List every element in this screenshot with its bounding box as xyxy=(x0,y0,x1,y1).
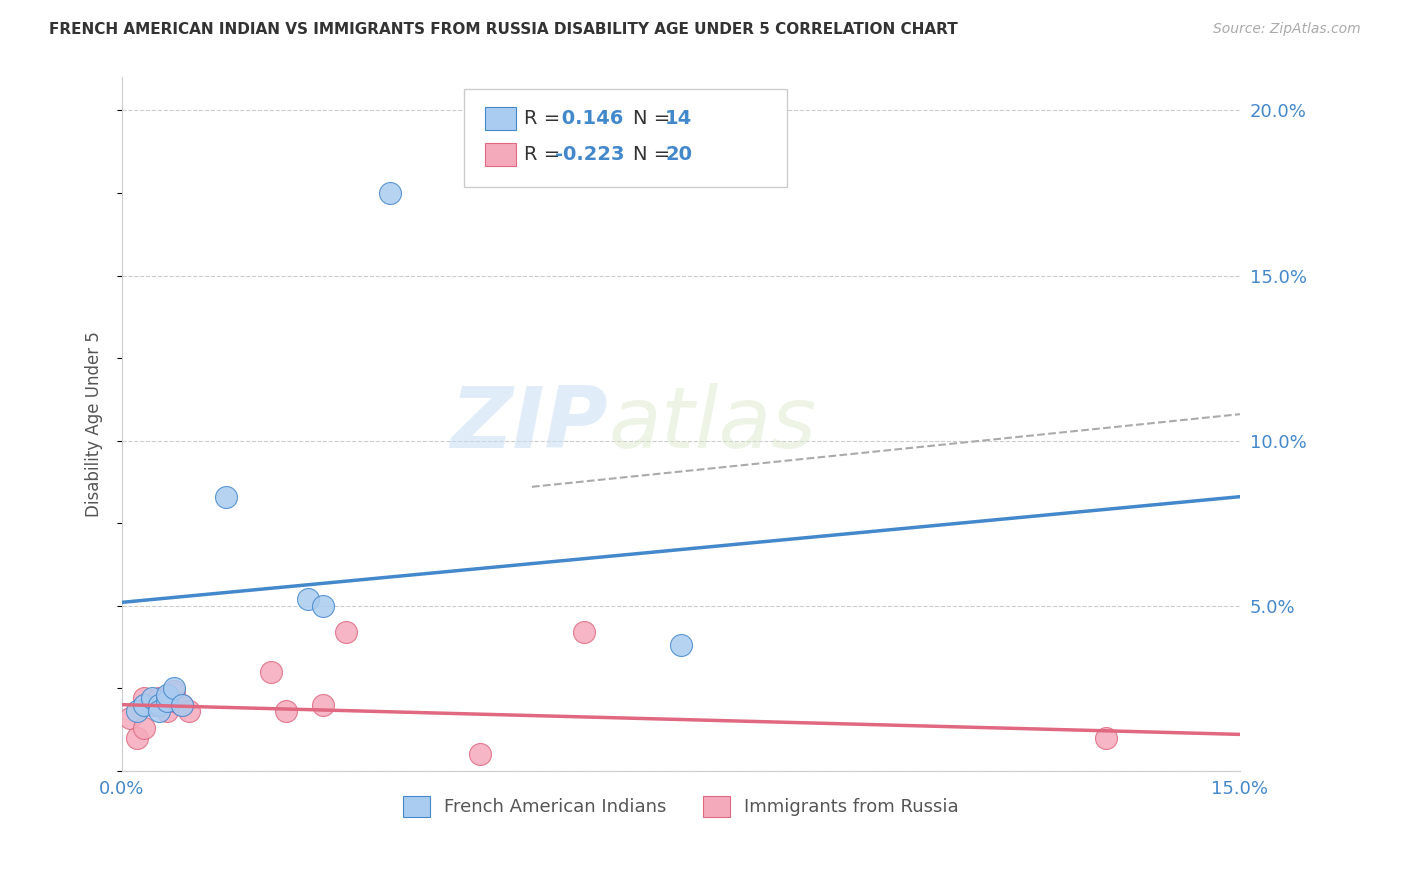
Point xyxy=(134,721,156,735)
Point xyxy=(312,698,335,712)
Text: Source: ZipAtlas.com: Source: ZipAtlas.com xyxy=(1213,22,1361,37)
Text: N =: N = xyxy=(633,109,676,128)
Point xyxy=(163,694,186,708)
Point xyxy=(156,688,179,702)
Text: 14: 14 xyxy=(665,109,692,128)
Point xyxy=(274,704,297,718)
Point xyxy=(170,698,193,712)
Point xyxy=(134,698,156,712)
Point xyxy=(468,747,491,762)
Point xyxy=(1094,731,1116,745)
Text: R =: R = xyxy=(524,109,567,128)
Text: 0.146: 0.146 xyxy=(555,109,624,128)
Text: FRENCH AMERICAN INDIAN VS IMMIGRANTS FROM RUSSIA DISABILITY AGE UNDER 5 CORRELAT: FRENCH AMERICAN INDIAN VS IMMIGRANTS FRO… xyxy=(49,22,957,37)
Point xyxy=(156,691,179,706)
Point xyxy=(179,704,201,718)
Text: 20: 20 xyxy=(665,145,692,164)
Point xyxy=(669,638,692,652)
Point xyxy=(312,599,335,613)
Point xyxy=(297,592,319,607)
Text: -0.223: -0.223 xyxy=(555,145,624,164)
Point xyxy=(148,698,170,712)
Point xyxy=(125,731,148,745)
Point xyxy=(380,186,402,200)
Point xyxy=(148,691,170,706)
Point xyxy=(141,698,163,712)
Legend: French American Indians, Immigrants from Russia: French American Indians, Immigrants from… xyxy=(395,789,966,824)
Y-axis label: Disability Age Under 5: Disability Age Under 5 xyxy=(86,331,103,517)
Point xyxy=(170,698,193,712)
Point xyxy=(260,665,283,679)
Text: N =: N = xyxy=(633,145,676,164)
Point xyxy=(141,691,163,706)
Point xyxy=(125,704,148,718)
Text: R =: R = xyxy=(524,145,567,164)
Point xyxy=(215,490,238,504)
Text: ZIP: ZIP xyxy=(451,383,609,466)
Point xyxy=(156,704,179,718)
Point xyxy=(148,698,170,712)
Point xyxy=(163,681,186,695)
Point xyxy=(572,625,595,640)
Point xyxy=(118,711,141,725)
Point xyxy=(148,704,170,718)
Point xyxy=(335,625,357,640)
Point xyxy=(134,691,156,706)
Point xyxy=(156,694,179,708)
Text: atlas: atlas xyxy=(609,383,817,466)
Point xyxy=(163,684,186,698)
